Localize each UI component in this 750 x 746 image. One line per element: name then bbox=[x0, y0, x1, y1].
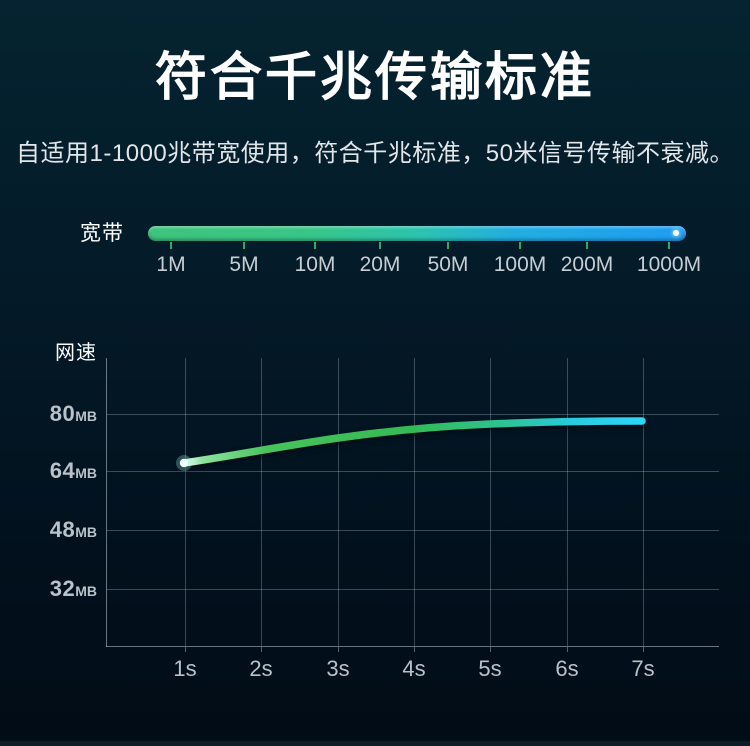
tick-mark bbox=[519, 242, 521, 249]
x-tick-label: 7s bbox=[631, 656, 655, 681]
y-axis-line bbox=[106, 358, 107, 647]
v-gridline bbox=[490, 358, 491, 646]
x-axis-line bbox=[106, 646, 719, 647]
y-tick-label: 48MB bbox=[30, 516, 97, 544]
bandwidth-label: 宽带 bbox=[80, 222, 124, 245]
bandwidth-scale-labels: 1M 5M 10M 20M 50M 100M 200M 1000M bbox=[148, 252, 701, 278]
speed-curve bbox=[176, 417, 646, 471]
y-tick-label: 64MB bbox=[30, 457, 97, 485]
y-tick-unit: MB bbox=[75, 465, 97, 481]
tick-mark bbox=[314, 242, 316, 249]
x-tick-mark bbox=[490, 647, 491, 652]
scale-label: 1000M bbox=[636, 253, 702, 276]
chart-title: 网速 bbox=[55, 342, 97, 364]
y-tick-value: 64 bbox=[49, 458, 76, 483]
tick-mark bbox=[170, 242, 172, 249]
tick-mark bbox=[668, 242, 670, 249]
h-gridline bbox=[107, 589, 719, 590]
scale-label: 20M bbox=[359, 253, 401, 276]
h-gridline bbox=[107, 414, 719, 415]
x-tick-label: 2s bbox=[249, 656, 273, 681]
v-gridline bbox=[643, 358, 644, 646]
bar-end-dot-icon bbox=[673, 230, 679, 236]
scale-label: 1M bbox=[156, 253, 186, 276]
scale-label: 50M bbox=[427, 253, 469, 276]
x-tick-label: 3s bbox=[326, 656, 350, 681]
v-gridline bbox=[414, 358, 415, 646]
scale-label: 200M bbox=[560, 253, 614, 276]
y-tick-value: 80 bbox=[49, 401, 76, 426]
scale-label: 100M bbox=[493, 253, 547, 276]
page-title: 符合千兆传输标准 bbox=[154, 49, 595, 107]
h-gridline bbox=[107, 471, 719, 472]
y-tick-unit: MB bbox=[75, 408, 97, 424]
tick-mark bbox=[447, 242, 449, 249]
y-tick-value: 48 bbox=[49, 517, 76, 542]
page-subtitle: 自适用1-1000兆带宽使用，符合千兆标准，50米信号传输不衰减。 bbox=[16, 140, 734, 167]
bandwidth-gradient-bar bbox=[148, 226, 686, 241]
x-tick-label: 4s bbox=[402, 656, 426, 681]
x-tick-mark bbox=[414, 647, 415, 652]
v-gridline bbox=[567, 358, 568, 646]
curve-start-dot-icon bbox=[179, 458, 189, 468]
x-tick-label: 1s bbox=[173, 656, 197, 681]
bandwidth-ticks bbox=[148, 242, 686, 250]
x-tick-mark bbox=[338, 647, 339, 652]
x-tick-label: 6s bbox=[555, 656, 579, 681]
x-tick-mark bbox=[567, 647, 568, 652]
h-gridline bbox=[107, 530, 719, 531]
scale-label: 10M bbox=[294, 253, 336, 276]
x-tick-label: 5s bbox=[478, 656, 502, 681]
x-tick-mark bbox=[643, 647, 644, 652]
y-tick-label: 32MB bbox=[30, 575, 97, 603]
y-tick-value: 32 bbox=[49, 576, 76, 601]
y-tick-unit: MB bbox=[75, 583, 97, 599]
scale-label: 5M bbox=[229, 253, 259, 276]
x-tick-mark bbox=[185, 647, 186, 652]
y-tick-unit: MB bbox=[75, 524, 97, 540]
v-gridline bbox=[261, 358, 262, 646]
tick-mark bbox=[243, 242, 245, 249]
tick-mark bbox=[586, 242, 588, 249]
speed-line bbox=[180, 417, 646, 467]
v-gridline bbox=[338, 358, 339, 646]
y-tick-label: 80MB bbox=[30, 400, 97, 428]
tick-mark bbox=[379, 242, 381, 249]
x-tick-mark bbox=[261, 647, 262, 652]
bottom-divider bbox=[0, 741, 750, 746]
v-gridline bbox=[185, 358, 186, 646]
